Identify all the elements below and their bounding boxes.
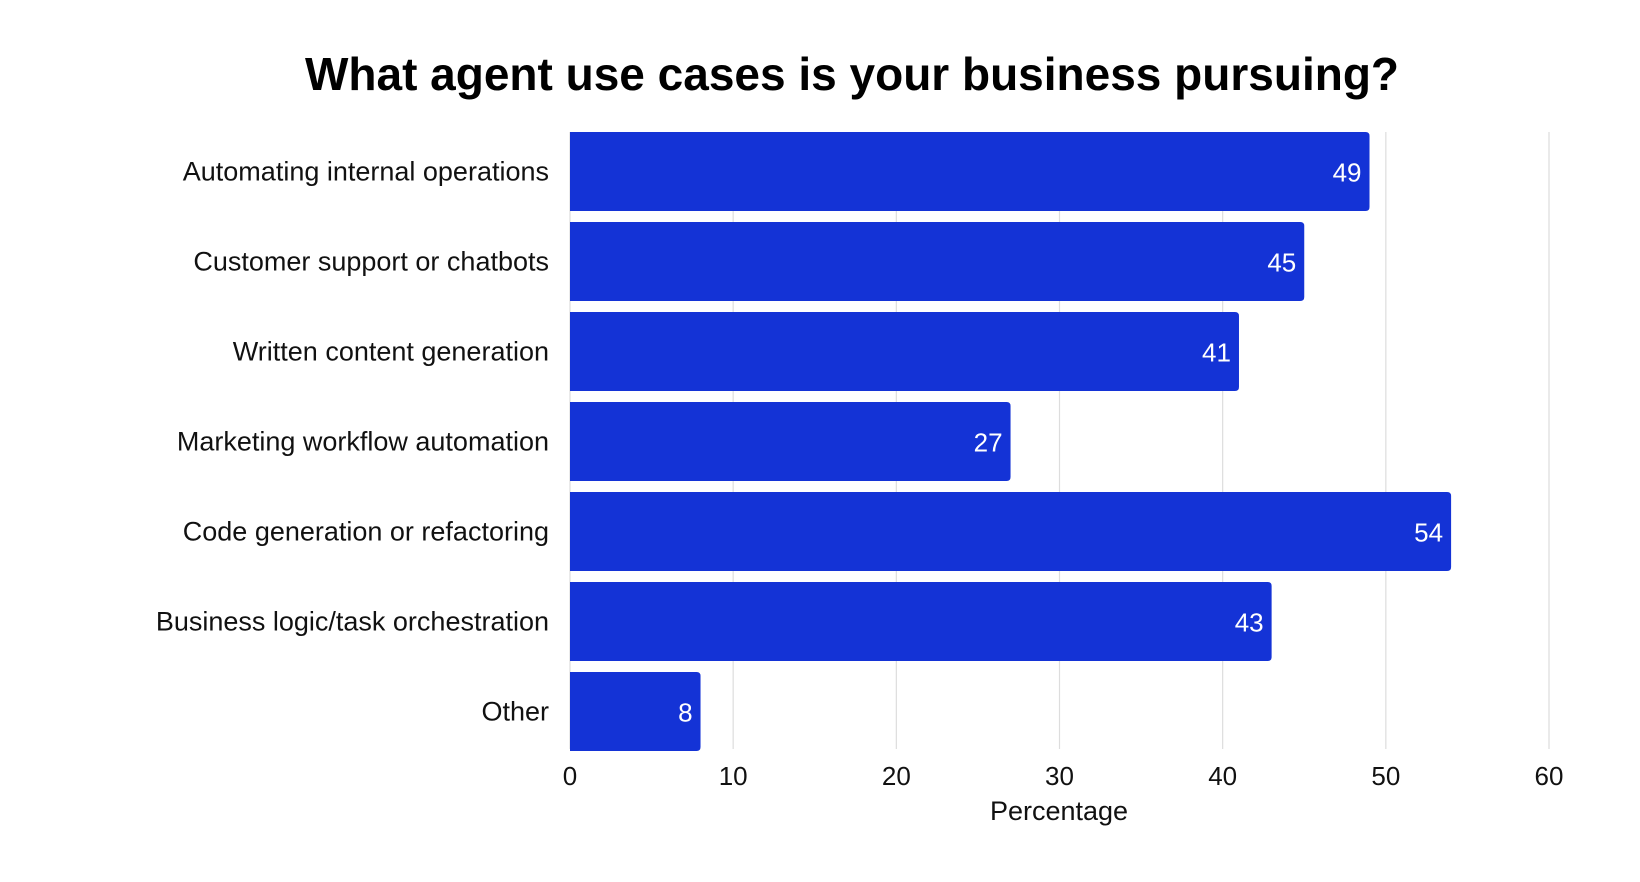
x-tick-label: 50 <box>1371 761 1400 791</box>
x-tick-label: 20 <box>882 761 911 791</box>
category-label: Customer support or chatbots <box>193 247 549 277</box>
data-label: 27 <box>974 428 1003 458</box>
data-label: 8 <box>678 698 692 728</box>
data-label: 54 <box>1414 518 1443 548</box>
bar <box>570 492 1452 571</box>
x-tick-label: 10 <box>719 761 748 791</box>
data-label: 43 <box>1235 608 1264 638</box>
category-label: Other <box>481 697 549 727</box>
x-tick-label: 40 <box>1208 761 1237 791</box>
bar <box>570 402 1011 481</box>
data-label: 45 <box>1267 248 1296 278</box>
bar <box>570 132 1370 211</box>
x-axis-label: Percentage <box>990 796 1128 826</box>
category-label: Automating internal operations <box>183 157 549 187</box>
bar <box>570 582 1272 661</box>
chart-title: What agent use cases is your business pu… <box>305 48 1399 100</box>
data-label: 49 <box>1333 158 1362 188</box>
category-label: Marketing workflow automation <box>177 427 549 457</box>
x-tick-label: 0 <box>563 761 577 791</box>
x-tick-label: 30 <box>1045 761 1074 791</box>
bar <box>570 222 1305 301</box>
bars: Automating internal operations 49 Customer… <box>156 132 1452 751</box>
data-label: 41 <box>1202 338 1231 368</box>
category-label: Code generation or refactoring <box>183 517 549 547</box>
x-tick-label: 60 <box>1535 761 1564 791</box>
x-axis-ticks: 0 10 20 30 40 50 60 <box>563 761 1564 791</box>
bar <box>570 312 1239 391</box>
category-label: Business logic/task orchestration <box>156 607 549 637</box>
category-label: Written content generation <box>233 337 549 367</box>
bar <box>570 672 701 751</box>
